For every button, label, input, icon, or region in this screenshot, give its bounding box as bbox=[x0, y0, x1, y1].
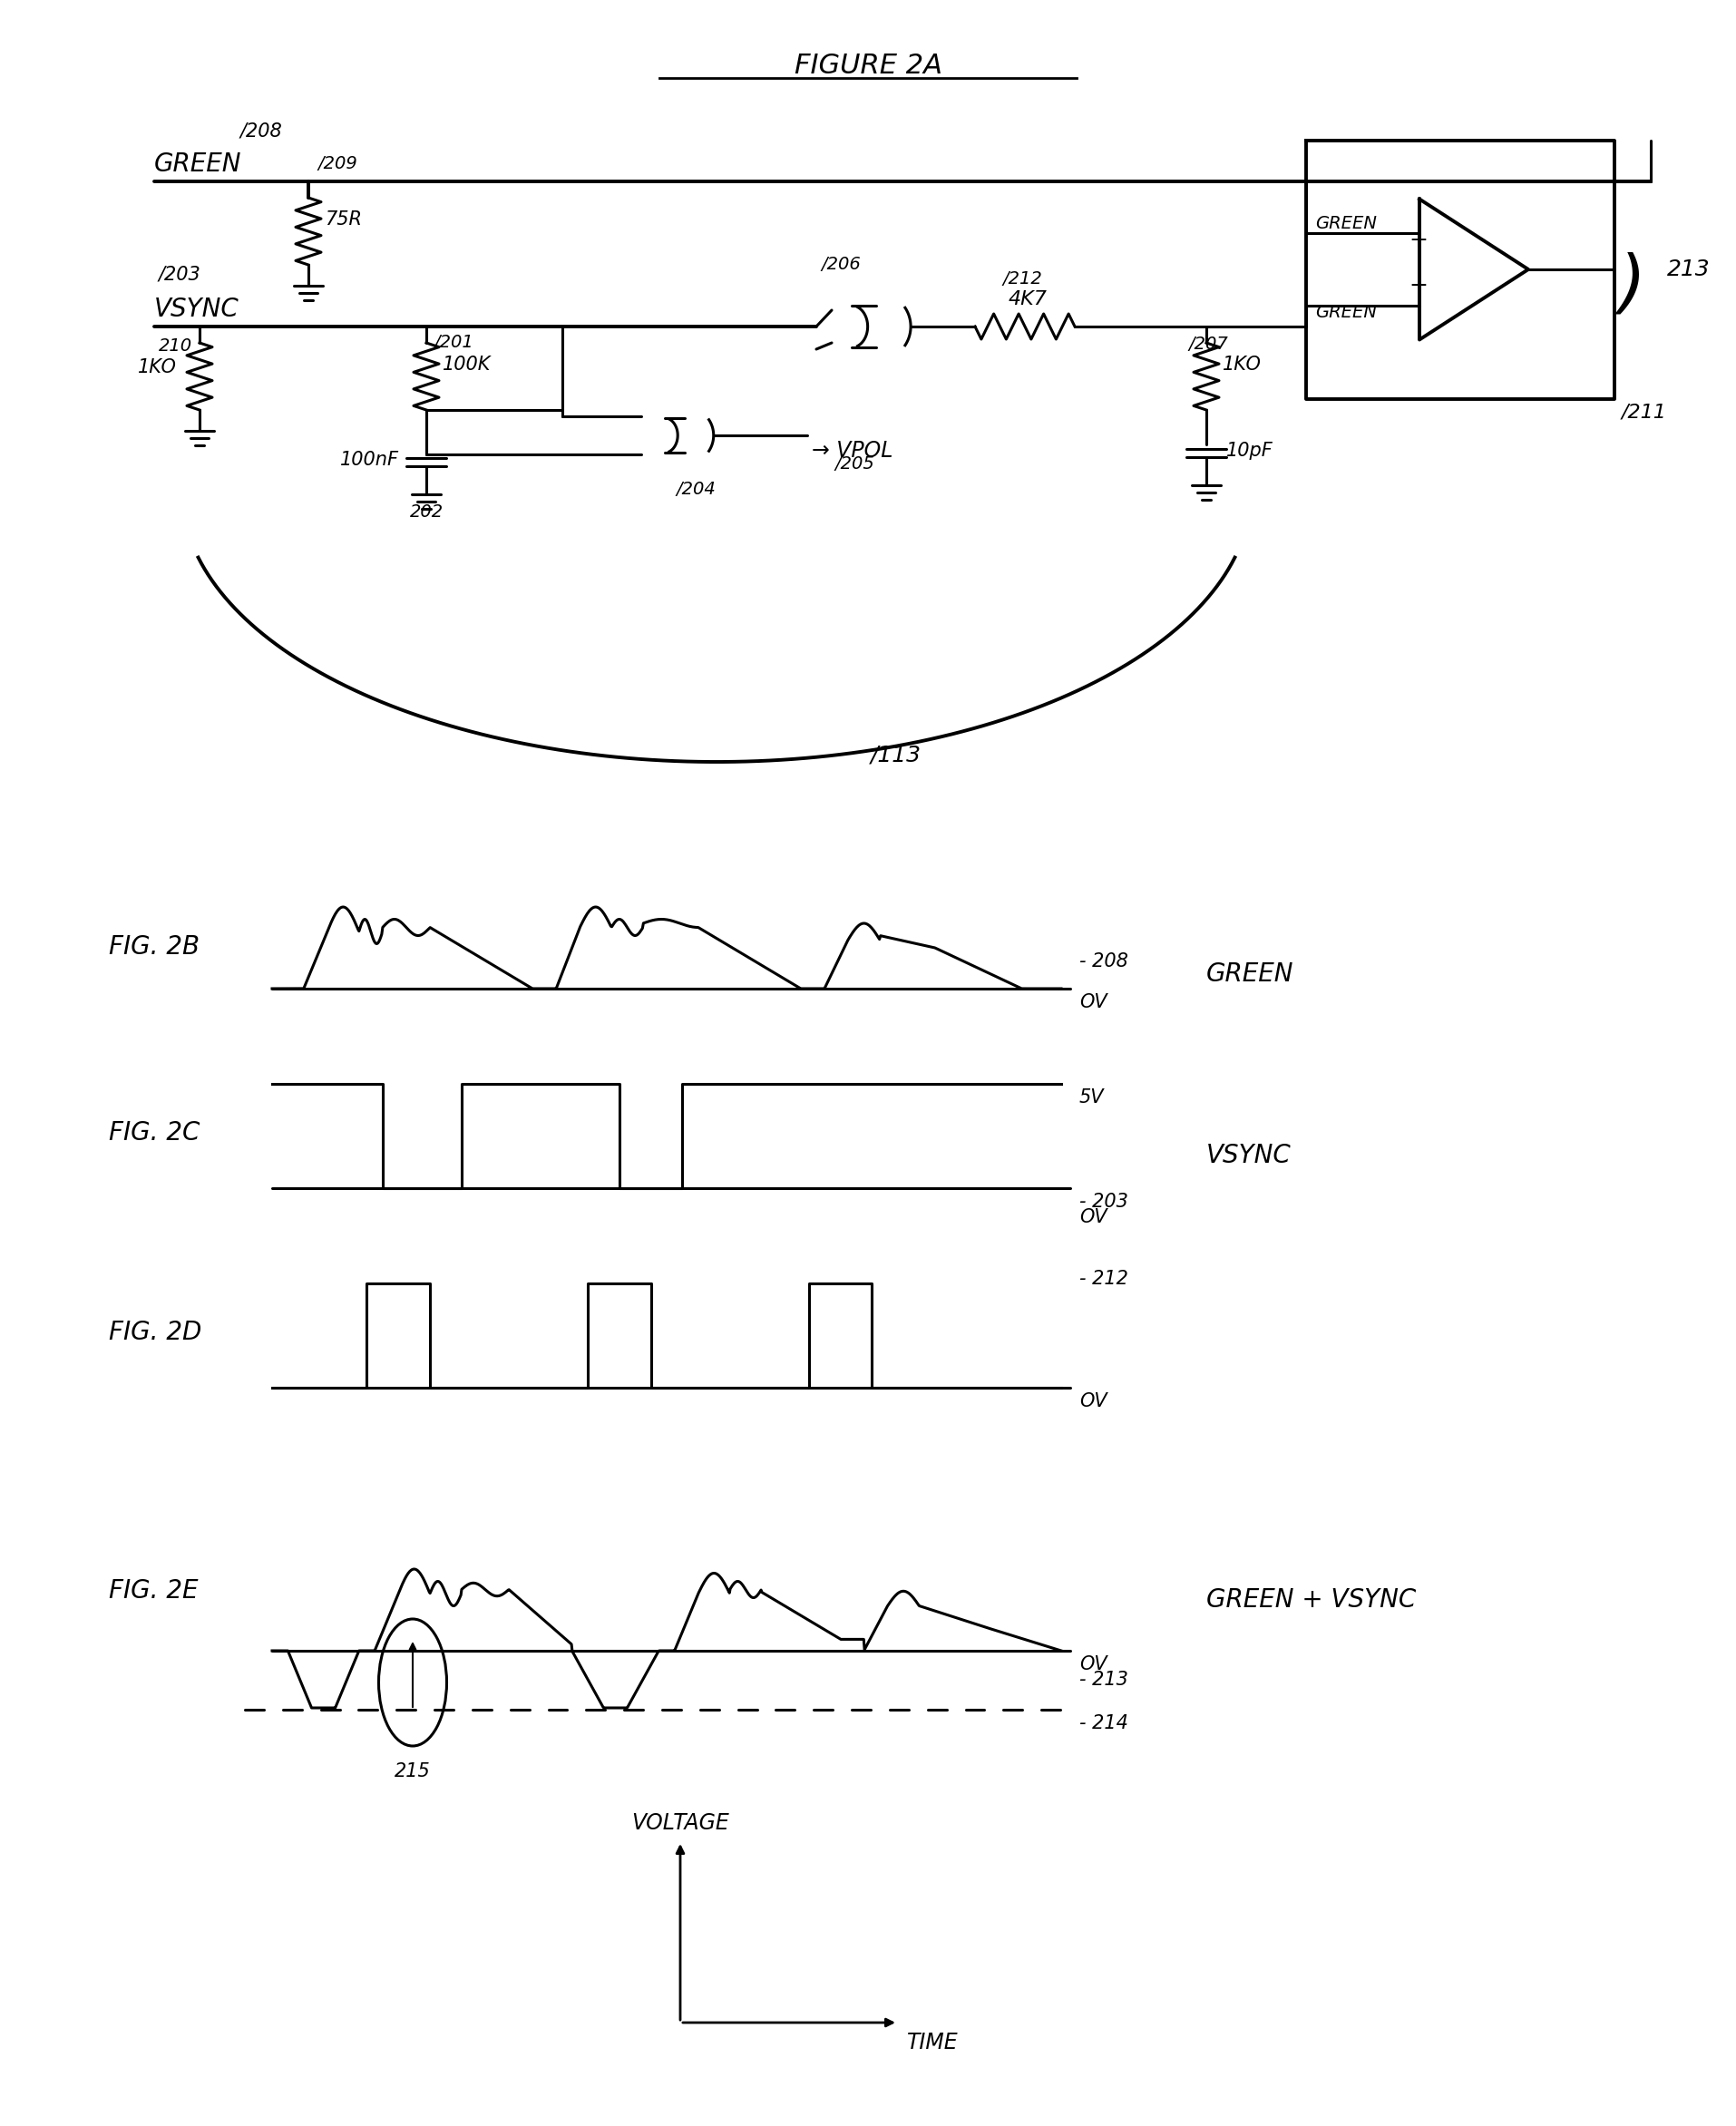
Text: VOLTAGE: VOLTAGE bbox=[632, 1811, 729, 1835]
Text: ): ) bbox=[1620, 253, 1646, 319]
Text: FIG. 2D: FIG. 2D bbox=[109, 1320, 201, 1346]
Text: - 214: - 214 bbox=[1080, 1714, 1128, 1733]
Text: OV: OV bbox=[1080, 1208, 1108, 1227]
Text: OV: OV bbox=[1080, 993, 1108, 1012]
Text: 10pF: 10pF bbox=[1226, 442, 1272, 459]
Text: TIME: TIME bbox=[906, 2032, 958, 2054]
Text: /208: /208 bbox=[240, 123, 283, 140]
Text: +: + bbox=[1408, 230, 1427, 251]
Text: OV: OV bbox=[1080, 1656, 1108, 1673]
Text: /209: /209 bbox=[318, 155, 358, 172]
Text: 100K: 100K bbox=[443, 355, 491, 374]
Text: GREEN: GREEN bbox=[1316, 304, 1377, 321]
Text: /207: /207 bbox=[1187, 336, 1227, 353]
Text: 215: 215 bbox=[394, 1762, 431, 1779]
Text: FIG. 2E: FIG. 2E bbox=[109, 1577, 198, 1603]
Text: 100nF: 100nF bbox=[340, 451, 399, 470]
Text: GREEN: GREEN bbox=[1316, 215, 1377, 232]
Text: −: − bbox=[1408, 274, 1427, 298]
Text: 1KO: 1KO bbox=[137, 359, 177, 376]
Text: GREEN: GREEN bbox=[155, 151, 241, 176]
Text: - 208: - 208 bbox=[1080, 952, 1128, 969]
Text: 4K7: 4K7 bbox=[1009, 291, 1047, 308]
Text: /113: /113 bbox=[871, 744, 922, 765]
Text: /205: /205 bbox=[835, 455, 875, 472]
Text: GREEN: GREEN bbox=[1207, 961, 1293, 986]
Text: - 212: - 212 bbox=[1080, 1269, 1128, 1288]
Text: - 203: - 203 bbox=[1080, 1193, 1128, 1212]
Text: 75R: 75R bbox=[325, 210, 361, 230]
Text: /212: /212 bbox=[1002, 270, 1042, 287]
Text: 213: 213 bbox=[1667, 259, 1710, 281]
Text: VSYNC: VSYNC bbox=[155, 298, 240, 321]
Text: 1KO: 1KO bbox=[1222, 355, 1262, 374]
Text: /204: /204 bbox=[675, 480, 715, 497]
Text: FIG. 2C: FIG. 2C bbox=[109, 1120, 200, 1146]
Text: - 213: - 213 bbox=[1080, 1671, 1128, 1688]
Text: → VPOL: → VPOL bbox=[812, 440, 892, 461]
Text: 202: 202 bbox=[410, 504, 444, 521]
Text: FIGURE 2A: FIGURE 2A bbox=[793, 53, 943, 79]
Text: FIG. 2B: FIG. 2B bbox=[109, 933, 200, 959]
Text: 210: 210 bbox=[158, 338, 193, 355]
Text: VSYNC: VSYNC bbox=[1207, 1144, 1292, 1167]
Text: /201: /201 bbox=[434, 334, 474, 351]
Text: OV: OV bbox=[1080, 1393, 1108, 1410]
Text: GREEN + VSYNC: GREEN + VSYNC bbox=[1207, 1588, 1417, 1614]
Text: 5V: 5V bbox=[1080, 1089, 1104, 1106]
Text: /203: /203 bbox=[158, 266, 201, 283]
Text: /211: /211 bbox=[1621, 404, 1667, 421]
Text: /206: /206 bbox=[821, 255, 861, 272]
